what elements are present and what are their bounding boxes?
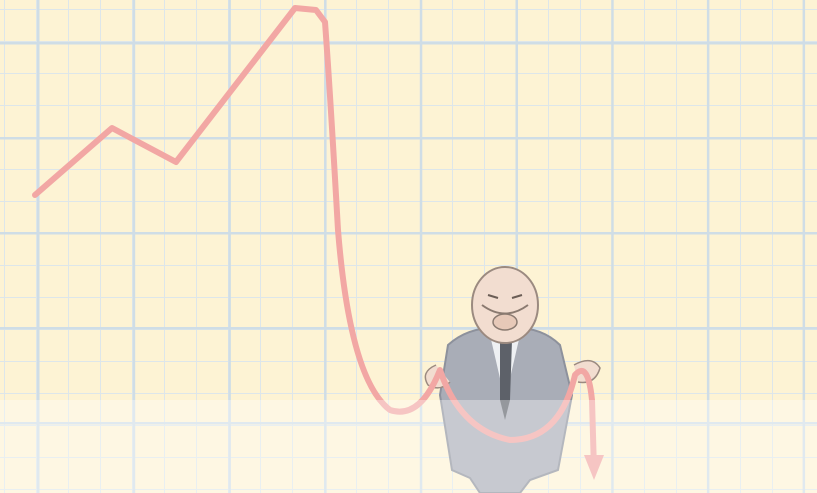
- page: {}: [0, 0, 817, 493]
- illustration: [0, 0, 817, 493]
- bottom-fade: [0, 400, 817, 493]
